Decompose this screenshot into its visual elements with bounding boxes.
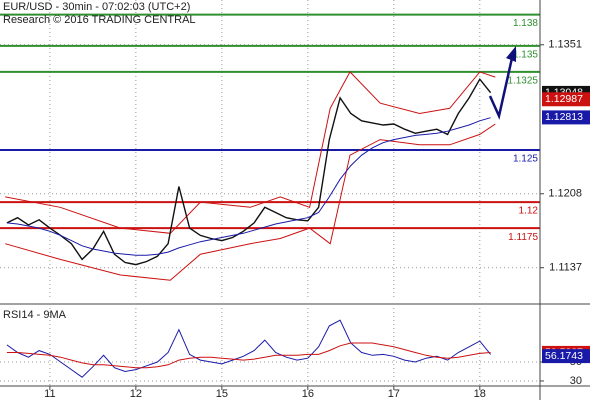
price-tag	[542, 110, 590, 125]
series-line	[6, 117, 491, 256]
chart-subtitle: Research © 2016 TRADING CENTRAL	[3, 14, 196, 26]
level-label: 1.135	[513, 49, 538, 60]
chart-title: EUR/USD - 30min - 07:02:03 (UTC+2)	[3, 1, 190, 13]
bollinger-band	[5, 123, 496, 281]
level-label: 1.1175	[508, 232, 538, 243]
y-tick-label: 1.1208	[548, 188, 582, 200]
x-tick-label: 18	[474, 388, 486, 400]
price-tag-label: 1.12987	[545, 93, 583, 105]
price-tag	[542, 92, 590, 107]
price-tag	[542, 349, 590, 364]
level-label: 1.138	[513, 18, 538, 29]
price-tag-label: 56.1743	[545, 350, 583, 362]
x-tick-label: 16	[302, 388, 314, 400]
arrow-head	[506, 46, 516, 62]
level-label: 1.12	[519, 206, 539, 217]
x-tick-label: 17	[388, 388, 400, 400]
y-tick-label: 30	[570, 375, 582, 387]
series-line	[6, 319, 491, 378]
series-line	[6, 77, 492, 266]
x-tick-label: 12	[130, 388, 142, 400]
x-tick-label: 11	[44, 388, 55, 400]
y-tick-label: 1.1351	[548, 39, 582, 51]
y-tick-label: 1.1137	[549, 262, 582, 274]
forecast-arrow	[488, 46, 516, 120]
arrow-path	[488, 57, 514, 120]
level-label: 1.125	[513, 154, 538, 165]
level-label: 1.1325	[507, 76, 538, 87]
price-tag-label: 1.12813	[545, 111, 583, 123]
series-line	[6, 342, 491, 369]
bollinger-band	[5, 71, 496, 234]
x-tick-label: 15	[216, 388, 228, 400]
rsi-title: RSI14 - 9MA	[3, 309, 67, 321]
